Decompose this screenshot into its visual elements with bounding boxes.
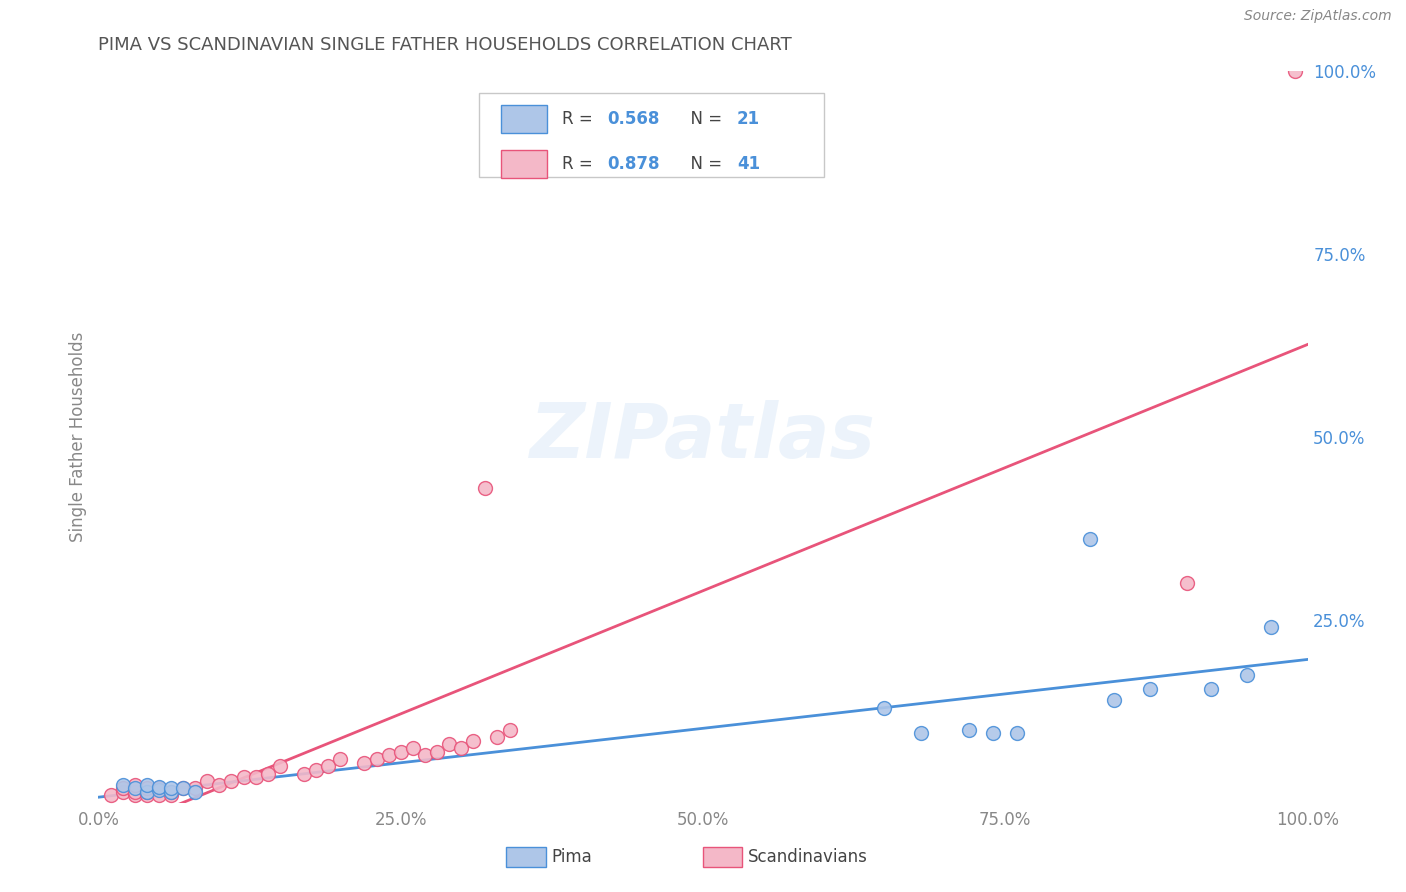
Point	[498, 723, 520, 737]
Point	[124, 781, 146, 796]
Point	[256, 766, 278, 780]
Point	[135, 789, 157, 803]
Point	[1260, 620, 1282, 634]
Text: R =: R =	[561, 155, 598, 173]
FancyBboxPatch shape	[479, 94, 824, 178]
Point	[1284, 64, 1306, 78]
Text: PIMA VS SCANDINAVIAN SINGLE FATHER HOUSEHOLDS CORRELATION CHART: PIMA VS SCANDINAVIAN SINGLE FATHER HOUSE…	[98, 36, 792, 54]
Point	[172, 781, 194, 796]
Point	[232, 770, 254, 784]
Point	[221, 773, 243, 788]
Point	[208, 778, 231, 792]
Point	[910, 726, 932, 740]
Point	[1199, 682, 1222, 697]
Point	[366, 752, 388, 766]
Point	[269, 759, 291, 773]
Point	[437, 737, 460, 751]
Point	[124, 778, 146, 792]
Text: ZIPatlas: ZIPatlas	[530, 401, 876, 474]
Point	[111, 781, 134, 796]
FancyBboxPatch shape	[501, 105, 547, 133]
Point	[135, 781, 157, 796]
Point	[148, 789, 170, 803]
Text: 0.568: 0.568	[607, 110, 659, 128]
Point	[389, 745, 412, 759]
Point	[160, 785, 183, 799]
Point	[1102, 693, 1125, 707]
Text: Scandinavians: Scandinavians	[748, 848, 868, 866]
Point	[413, 748, 436, 763]
Point	[111, 785, 134, 799]
Point	[195, 773, 218, 788]
Text: 0.878: 0.878	[607, 155, 659, 173]
Point	[160, 785, 183, 799]
Point	[100, 789, 122, 803]
Y-axis label: Single Father Households: Single Father Households	[69, 332, 87, 542]
Point	[245, 770, 267, 784]
Point	[124, 789, 146, 803]
Point	[111, 778, 134, 792]
Point	[1139, 682, 1161, 697]
Text: 41: 41	[737, 155, 761, 173]
Point	[135, 785, 157, 799]
Text: 21: 21	[737, 110, 761, 128]
Point	[463, 733, 485, 747]
Point	[957, 723, 980, 737]
Point	[135, 785, 157, 799]
Point	[329, 752, 352, 766]
Point	[160, 781, 183, 796]
Text: N =: N =	[681, 155, 727, 173]
Point	[292, 766, 315, 780]
Point	[486, 730, 509, 744]
Point	[1175, 576, 1198, 591]
Text: Pima: Pima	[551, 848, 592, 866]
Point	[981, 726, 1004, 740]
Text: Source: ZipAtlas.com: Source: ZipAtlas.com	[1244, 9, 1392, 23]
Point	[184, 785, 207, 799]
Point	[1007, 726, 1029, 740]
Point	[1078, 533, 1101, 547]
Point	[426, 745, 449, 759]
Point	[160, 789, 183, 803]
Point	[148, 782, 170, 797]
Point	[148, 781, 170, 796]
Text: R =: R =	[561, 110, 598, 128]
Text: N =: N =	[681, 110, 727, 128]
Point	[353, 756, 375, 770]
Point	[402, 740, 425, 755]
Point	[305, 763, 328, 777]
Point	[135, 778, 157, 792]
Point	[873, 700, 896, 714]
Point	[172, 781, 194, 796]
Point	[474, 481, 496, 495]
Point	[377, 748, 399, 763]
Point	[450, 740, 472, 755]
Point	[148, 780, 170, 794]
Point	[124, 785, 146, 799]
Point	[316, 759, 339, 773]
Point	[1236, 667, 1258, 681]
Point	[184, 781, 207, 796]
FancyBboxPatch shape	[501, 151, 547, 178]
